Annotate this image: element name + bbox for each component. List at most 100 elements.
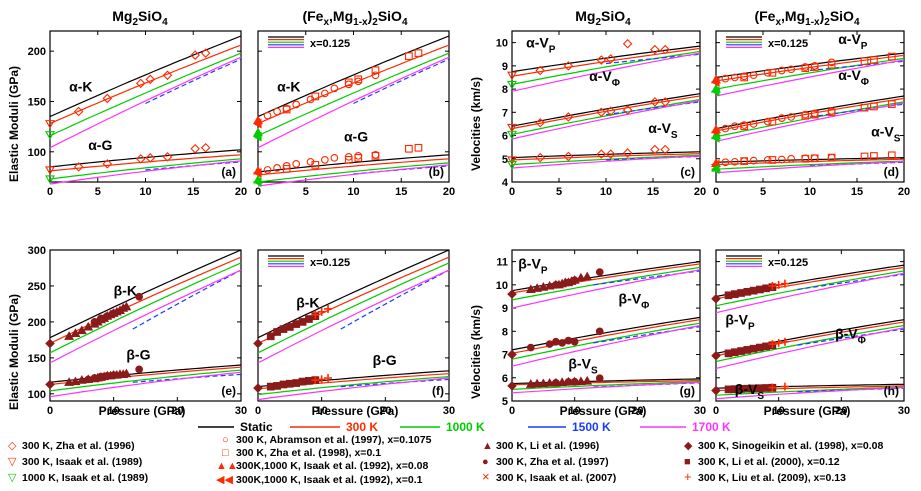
series-line-k1700 (715, 327, 905, 370)
data-point-square (344, 78, 353, 87)
data-point-tri_up (532, 378, 543, 388)
data-point-diamond (102, 159, 113, 169)
y-tick-label: 9 (502, 61, 508, 73)
data-point-tri_up (525, 379, 536, 388)
x-tick-label: 30 (898, 405, 910, 417)
series-line-k1500 (340, 269, 450, 330)
annotation: α-VS (648, 120, 678, 141)
series-line-static (511, 316, 701, 351)
data-point-square (405, 52, 413, 61)
data-point-square (860, 57, 869, 66)
y-tick-label: 100 (28, 147, 46, 159)
data-point-circle (749, 156, 758, 165)
data-point-tri_up (83, 321, 94, 331)
x-tick-label: 15 (187, 186, 199, 198)
series-line-k1700 (49, 160, 242, 185)
x-tick-label: 20 (379, 405, 391, 417)
x-tick-label: 10 (804, 186, 816, 198)
data-point-circle (595, 327, 604, 336)
y-tick-label: 9 (502, 303, 508, 315)
column-title-mg2sio4-2: Mg2SiO4 (575, 8, 631, 28)
data-point-circle (721, 158, 730, 167)
panel-label: (g) (680, 384, 695, 398)
series-line-k1000 (715, 101, 905, 138)
annotation: β-VP (725, 311, 755, 332)
data-point-tri_down (507, 161, 517, 170)
data-point-square (827, 153, 836, 162)
data-point-tri_left (710, 164, 720, 175)
x-tick-label: 0 (47, 186, 53, 198)
data-point-diamond (190, 144, 200, 154)
y-tick-label: 150 (28, 96, 46, 108)
data-point-circle (263, 166, 272, 174)
data-point-square (756, 343, 764, 352)
data-point-square (860, 152, 869, 161)
data-point-tri_down (507, 80, 517, 90)
data-point-circle (109, 371, 118, 379)
data-point-plus (768, 340, 777, 349)
data-point-square (730, 290, 739, 298)
series-line-k1700 (715, 59, 905, 97)
data-point-square (414, 49, 423, 57)
data-point-diamond (563, 112, 574, 122)
series-line-k1000 (49, 158, 242, 180)
data-point-diamond (507, 349, 517, 360)
data-point-circle (570, 377, 579, 386)
series-line-static (511, 93, 701, 127)
data-point-circle (787, 113, 796, 121)
data-point-tri_up (582, 375, 593, 385)
data-point-diamond (650, 97, 660, 107)
data-point-square (870, 56, 878, 64)
series-line-k1700 (49, 371, 242, 398)
series-line-k1700 (257, 56, 450, 149)
annotation: α-G (344, 129, 368, 145)
data-point-square (305, 377, 313, 385)
legend-marker-sym-2: ▽ (8, 472, 17, 484)
series-line-static (49, 149, 242, 168)
data-point-square (740, 73, 749, 82)
data-point-square (870, 152, 878, 160)
y-label-velocities-top: Velocities (km/s) (469, 77, 483, 171)
legend-marker-sym-6: ◀◀ (216, 474, 233, 486)
data-point-tri_up (575, 376, 586, 386)
panel-label: (h) (884, 384, 899, 398)
data-point-tri_up (582, 271, 593, 281)
annotation: β-K (296, 295, 319, 311)
x-tick-label: 20 (835, 405, 847, 417)
legend-marker-sym-5: ▲▲ (216, 460, 238, 472)
data-point-square (282, 165, 291, 173)
annotation: β-VS (568, 355, 598, 376)
legend-marker-text-10: 300 K, Sinogeikin et al. (1998), x=0.08 (698, 440, 883, 452)
inset-composition: x=0.125 (768, 38, 808, 50)
data-point-square (724, 291, 733, 300)
data-point-square (371, 66, 380, 75)
y-tick-label: 250 (28, 281, 46, 293)
data-point-diamond (45, 338, 55, 349)
data-point-tri_up (121, 368, 132, 378)
data-point-circle (763, 117, 772, 126)
panel-3: 0 5 10 15 20α-VPα-VΦα-VSx=0.125(d) (710, 30, 910, 198)
data-point-circle (763, 68, 772, 77)
data-point-square (724, 385, 733, 394)
data-point-tri_down (45, 166, 55, 176)
data-point-circle (545, 340, 554, 348)
series-line-k1000 (715, 386, 905, 396)
x-tick-label: 10 (773, 405, 785, 417)
data-point-tri_up (70, 328, 81, 337)
series-line-k1700 (715, 102, 905, 142)
annotation: β-VP (518, 256, 548, 277)
data-point-diamond (145, 153, 156, 163)
data-point-circle (595, 268, 604, 276)
series-line-k1000 (511, 381, 701, 390)
y-tick-label: 5 (502, 396, 508, 408)
data-point-square (768, 117, 777, 126)
x-tick-label: 0 (713, 405, 719, 417)
data-point-square (292, 379, 301, 387)
legend-label-1000k: 1000 K (446, 420, 485, 434)
data-point-square (740, 157, 749, 165)
data-point-circle (552, 280, 560, 289)
data-point-square (860, 103, 869, 112)
data-point-square (810, 63, 819, 71)
series-line-k1700 (511, 155, 701, 169)
